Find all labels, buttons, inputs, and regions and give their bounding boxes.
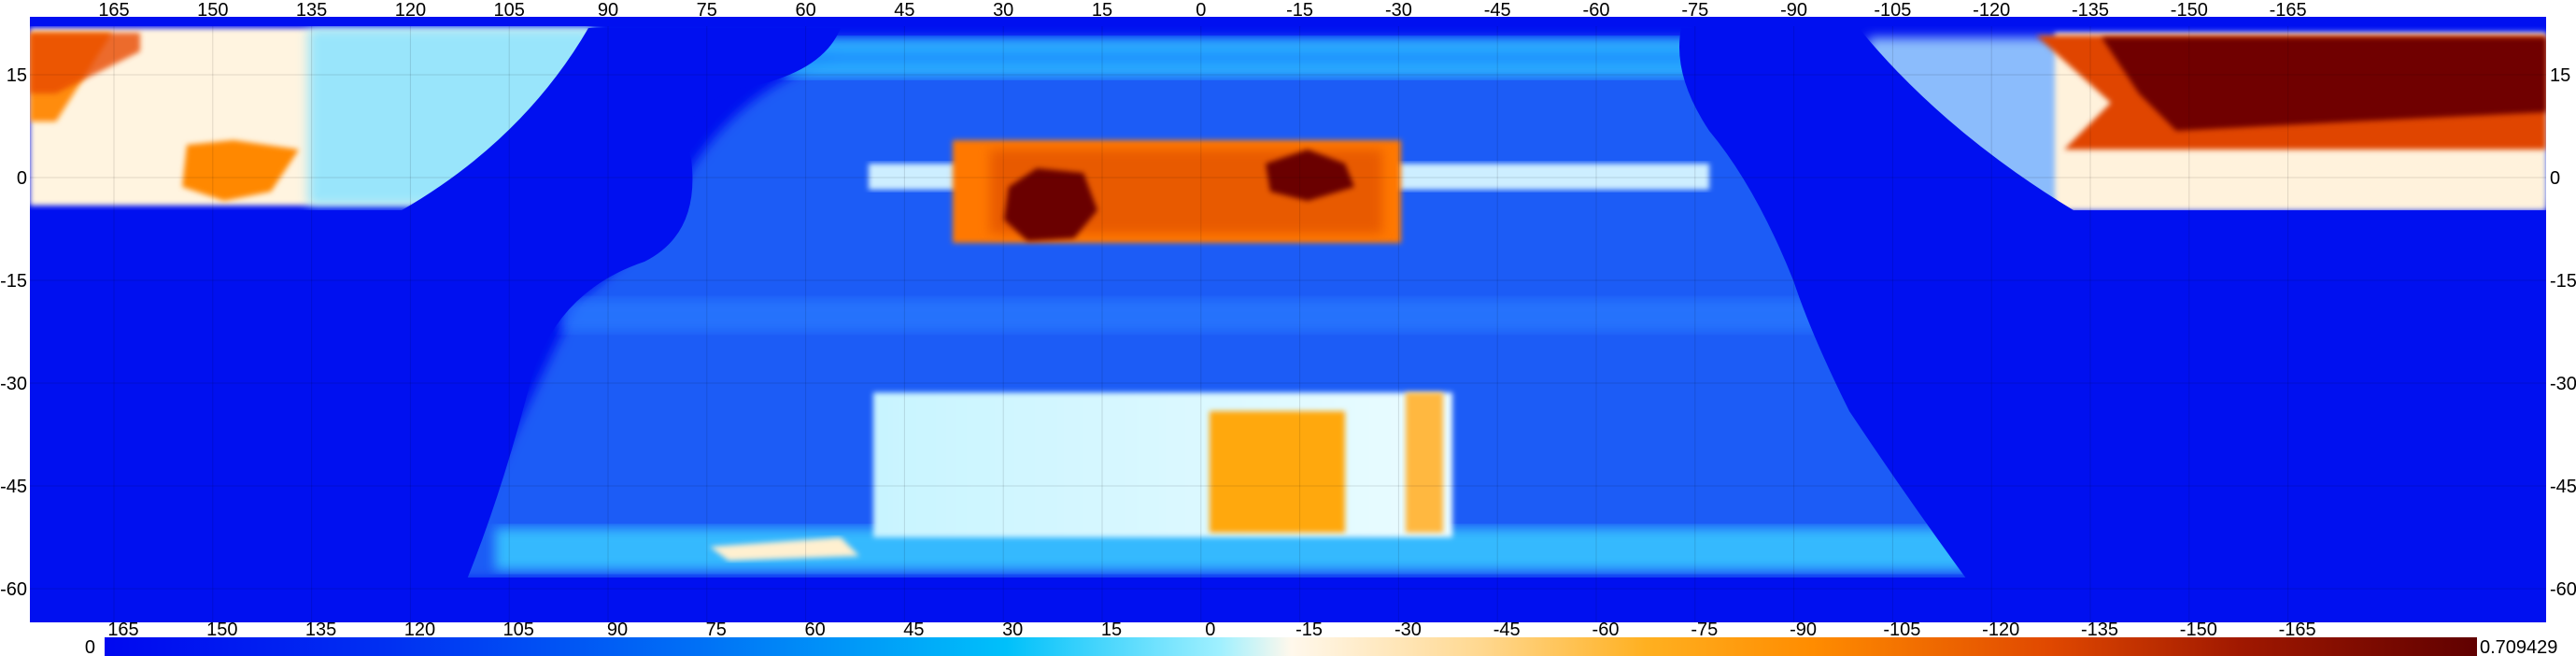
lat-tick-label-right: -60	[2550, 579, 2576, 600]
lon-tick-label: 45	[894, 0, 914, 21]
top-band	[30, 17, 2546, 26]
lon-tick-label: -60	[1583, 0, 1610, 21]
colorbar-max-label: 0.709429	[2480, 637, 2557, 656]
lon-tick-label: -45	[1484, 0, 1511, 21]
colorbar-tick-label: 15	[1101, 620, 1122, 640]
lat-tick-label-right: -15	[2550, 271, 2576, 292]
colorbar-tick-label: -165	[2279, 620, 2316, 640]
lat-tick-label-right: 0	[2550, 168, 2560, 189]
lat-tick-label-left: -60	[0, 579, 27, 600]
bottom-mask	[30, 578, 2546, 622]
colorbar-tick-label: 150	[206, 620, 237, 640]
colorbar-tick-label: -45	[1493, 620, 1521, 640]
colorbar-tick-label: 165	[107, 620, 138, 640]
southern-cream-patch	[710, 537, 859, 561]
latitude-ticks-right: 15 0 -15 -30 -45 -60	[2550, 65, 2576, 600]
colorbar	[105, 637, 2477, 656]
colorbar-tick-label: -90	[1790, 620, 1817, 640]
lon-tick-label: -15	[1286, 0, 1313, 21]
lon-tick-label: 60	[795, 0, 815, 21]
lon-tick-label: -75	[1681, 0, 1708, 21]
lon-tick-label: 75	[697, 0, 717, 21]
southern-box	[873, 392, 1452, 537]
colorbar-tick-label: 0	[1205, 620, 1215, 640]
lon-tick-label: -135	[2072, 0, 2109, 21]
lon-tick-label: -165	[2270, 0, 2307, 21]
equator-hotspot-1	[1004, 168, 1097, 241]
colorbar-tick-label: -75	[1691, 620, 1718, 640]
colorbar-tick-label: -135	[2081, 620, 2118, 640]
lat-tick-label-right: -45	[2550, 477, 2576, 497]
lat-tick-label-left: 15	[7, 65, 27, 86]
mid-band	[560, 299, 1868, 332]
equator-hotspot-2	[1266, 150, 1354, 201]
lon-tick-label: -120	[1973, 0, 2010, 21]
right-mask	[1679, 28, 2546, 622]
lon-tick-label: 150	[197, 0, 228, 21]
longitude-ticks: 165 150 135 120 105 90 75 60 45 30 15 0 -15 -30 -45 -60…	[98, 0, 2306, 21]
southern-orange-block	[1210, 411, 1345, 533]
lat-tick-label-right: -30	[2550, 374, 2576, 394]
lon-tick-label: 105	[494, 0, 525, 21]
southern-orange-stripe	[1406, 392, 1443, 533]
lon-tick-label: -105	[1874, 0, 1911, 21]
colorbar-ticks: 165 150 135 120 105 90 75 60 45 30 15 0 -15 -30 -45 -60…	[107, 620, 2315, 640]
lon-tick-label: -90	[1780, 0, 1807, 21]
latitude-ticks-left: 15 0 -15 -30 -45 -60	[0, 65, 27, 600]
lon-tick-label: 120	[395, 0, 426, 21]
lon-tick-label: 30	[993, 0, 1013, 21]
colorbar-tick-label: -30	[1394, 620, 1422, 640]
lon-tick-label: -30	[1385, 0, 1412, 21]
lon-tick-label: -150	[2171, 0, 2208, 21]
colorbar-tick-label: 30	[1002, 620, 1023, 640]
colorbar-tick-label: 135	[305, 620, 336, 640]
colorbar-tick-label: 60	[804, 620, 825, 640]
upper-band	[785, 39, 1719, 77]
lon-tick-label: 15	[1092, 0, 1112, 21]
left-orange-wedge-2	[30, 33, 140, 93]
left-orange-patch	[182, 140, 299, 201]
colorbar-tick-label: -120	[1982, 620, 2019, 640]
colorbar-tick-label: -60	[1592, 620, 1620, 640]
colorbar-tick-label: 105	[503, 620, 534, 640]
colorbar-min-label: 0	[85, 637, 95, 656]
left-mask	[30, 28, 841, 579]
lat-tick-label-right: 15	[2550, 65, 2570, 86]
lat-tick-label-left: -15	[0, 271, 27, 292]
map-grid	[30, 21, 2546, 622]
lon-tick-label: 165	[98, 0, 129, 21]
lat-tick-label-left: -30	[0, 374, 27, 394]
colorbar-tick-label: -150	[2180, 620, 2217, 640]
lat-tick-label-left: 0	[17, 168, 27, 189]
lat-tick-label-left: -45	[0, 477, 27, 497]
colorbar-tick-label: 75	[706, 620, 727, 640]
lon-tick-label: 135	[296, 0, 327, 21]
colorbar-tick-label: -15	[1295, 620, 1323, 640]
right-dark-region	[2102, 37, 2546, 131]
lon-tick-label: 90	[598, 0, 618, 21]
lon-tick-label: 0	[1196, 0, 1206, 21]
colorbar-tick-label: -105	[1883, 620, 1920, 640]
colorbar-tick-label: 90	[607, 620, 628, 640]
colorbar-tick-label: 45	[903, 620, 924, 640]
colorbar-tick-label: 120	[404, 620, 435, 640]
